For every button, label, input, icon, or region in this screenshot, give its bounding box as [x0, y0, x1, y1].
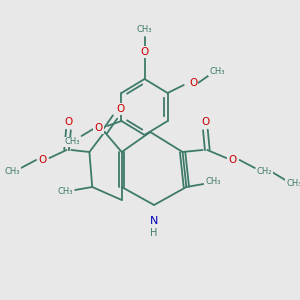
Text: O: O [140, 47, 149, 57]
Text: CH₃: CH₃ [64, 137, 80, 146]
Text: O: O [189, 78, 197, 88]
Text: O: O [229, 155, 237, 165]
Text: CH₂: CH₂ [256, 167, 272, 176]
Text: O: O [94, 123, 103, 133]
Text: O: O [201, 117, 209, 127]
Text: N: N [150, 216, 158, 226]
Text: H: H [150, 228, 158, 238]
Text: CH₃: CH₃ [209, 67, 225, 76]
Text: O: O [64, 117, 73, 127]
Text: O: O [39, 155, 47, 165]
Text: O: O [117, 104, 125, 114]
Text: CH₃: CH₃ [286, 179, 300, 188]
Text: CH₃: CH₃ [205, 178, 221, 187]
Text: CH₃: CH₃ [137, 26, 152, 34]
Text: CH₃: CH₃ [4, 167, 20, 176]
Text: CH₃: CH₃ [58, 188, 74, 196]
